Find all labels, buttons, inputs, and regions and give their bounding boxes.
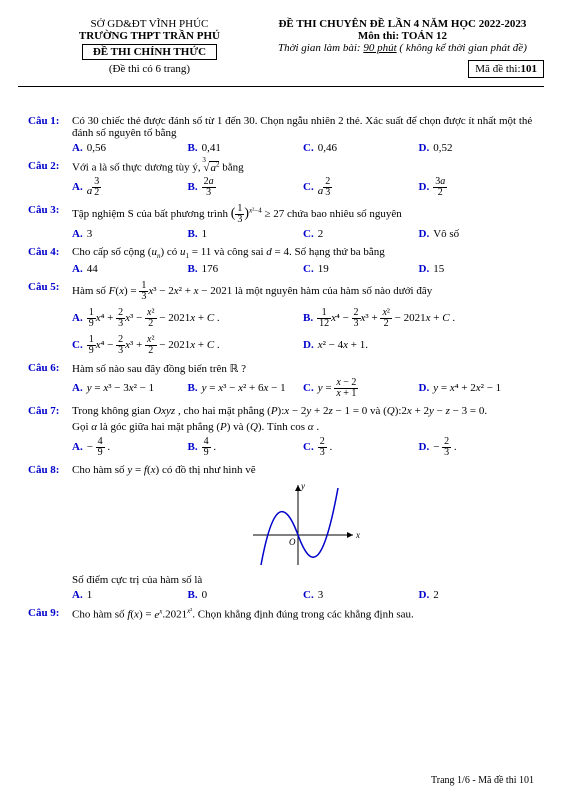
page-footer: Trang 1/6 - Mã đề thi 101 <box>431 775 534 786</box>
q4-label: Câu 4: <box>28 246 72 275</box>
pages-note: (Đề thi có 6 trang) <box>28 63 271 75</box>
q3-opt-c: 2 <box>318 228 324 240</box>
q5-label: Câu 5: <box>28 281 72 356</box>
q4-opt-d: 15 <box>433 263 444 275</box>
department: SỞ GD&ĐT VĨNH PHÚC <box>28 18 271 30</box>
q6-label: Câu 6: <box>28 362 72 399</box>
q5-opt-d: x² − 4x + 1. <box>318 339 368 351</box>
exam-title: ĐỀ THI CHUYÊN ĐỀ LẦN 4 NĂM HỌC 2022-2023 <box>271 18 534 30</box>
q8-opt-c: 3 <box>318 589 324 601</box>
q2-opt-c: a23 <box>318 177 333 198</box>
exam-code-box: Mã đề thi:101 <box>468 60 544 78</box>
q5-opt-b: 112x⁴ − 23x³ + x²2 − 2021x + C . <box>317 308 455 329</box>
svg-text:O: O <box>289 537 296 547</box>
svg-text:x: x <box>355 530 360 540</box>
q4-opt-b: 176 <box>202 263 219 275</box>
q3-label: Câu 3: <box>28 204 72 240</box>
q5-text: Hàm số F(x) = 13x³ − 2x² + x − 2021 là m… <box>72 281 534 302</box>
q2-text: Với a là số thực dương tùy ý, 3√a2 bằng <box>72 160 534 174</box>
q8-graph: x y O <box>243 480 363 570</box>
q7-text1: Trong không gian Oxyz , cho hai mặt phẳn… <box>72 405 534 417</box>
q3-opt-b: 1 <box>202 228 208 240</box>
q4-opt-c: 19 <box>318 263 329 275</box>
q8-text2: Số điểm cực trị của hàm số là <box>72 574 534 586</box>
question-9: Câu 9: Cho hàm số f(x) = ex.2021x². Chọn… <box>28 607 534 621</box>
question-7: Câu 7: Trong không gian Oxyz , cho hai m… <box>28 405 534 458</box>
q2-label: Câu 2: <box>28 160 72 198</box>
q8-opt-d: 2 <box>433 589 439 601</box>
subject: Môn thi: TOÁN 12 <box>271 30 534 42</box>
q9-label: Câu 9: <box>28 607 72 621</box>
q6-text: Hàm số nào sau đây đồng biến trên ℝ ? <box>72 362 534 375</box>
q8-opt-a: 1 <box>87 589 93 601</box>
q1-opt-c: 0,46 <box>318 142 337 154</box>
q9-text: Cho hàm số f(x) = ex.2021x². Chọn khẳng … <box>72 607 534 621</box>
q4-text: Cho cấp số cộng (un) có u1 = 11 và công … <box>72 246 534 260</box>
duration: Thời gian làm bài: 90 phút ( không kể th… <box>271 42 534 54</box>
document-header: SỞ GD&ĐT VĨNH PHÚC TRƯỜNG THPT TRẦN PHÚ … <box>28 18 534 78</box>
question-2: Câu 2: Với a là số thực dương tùy ý, 3√a… <box>28 160 534 198</box>
q8-text: Cho hàm số y = f(x) có đồ thị như hình v… <box>72 464 534 476</box>
q2-opt-d: 3a2 <box>433 177 447 198</box>
question-3: Câu 3: Tập nghiệm S của bất phương trình… <box>28 204 534 240</box>
question-4: Câu 4: Cho cấp số cộng (un) có u1 = 11 v… <box>28 246 534 275</box>
header-right: ĐỀ THI CHUYÊN ĐỀ LẦN 4 NĂM HỌC 2022-2023… <box>271 18 534 78</box>
q6-opt-a: y = x³ − 3x² − 1 <box>87 382 154 394</box>
q7-opt-d: − 23 . <box>433 437 456 458</box>
q8-opt-b: 0 <box>202 589 208 601</box>
q4-opt-a: 44 <box>87 263 98 275</box>
q5-opt-a: 19x⁴ + 23x³ − x²2 − 2021x + C . <box>87 308 220 329</box>
q7-label: Câu 7: <box>28 405 72 458</box>
question-8: Câu 8: Cho hàm số y = f(x) có đồ thị như… <box>28 464 534 601</box>
q2-opt-a: a32 <box>87 177 102 198</box>
svg-text:y: y <box>300 481 305 491</box>
q3-opt-a: 3 <box>87 228 93 240</box>
question-6: Câu 6: Hàm số nào sau đây đồng biến trên… <box>28 362 534 399</box>
q1-opt-b: 0,41 <box>202 142 221 154</box>
q7-opt-b: 49 . <box>202 437 217 458</box>
header-divider <box>18 86 544 87</box>
school-name: TRƯỜNG THPT TRẦN PHÚ <box>28 30 271 42</box>
question-5: Câu 5: Hàm số F(x) = 13x³ − 2x² + x − 20… <box>28 281 534 356</box>
q7-text2: Gọi α là góc giữa hai mặt phẳng (P) và (… <box>72 421 534 433</box>
question-1: Câu 1: Có 30 chiếc thẻ được đánh số từ 1… <box>28 115 534 154</box>
q6-opt-b: y = x³ − x² + 6x − 1 <box>202 382 286 394</box>
q6-opt-c: y = x − 2x + 1 <box>318 378 359 399</box>
q8-label: Câu 8: <box>28 464 72 601</box>
q3-text: Tập nghiệm S của bất phương trình (13)x²… <box>72 204 534 225</box>
q2-opt-b: 2a3 <box>202 177 216 198</box>
q1-text: Có 30 chiếc thẻ được đánh số từ 1 đến 30… <box>72 115 534 139</box>
q1-opt-a: 0,56 <box>87 142 106 154</box>
header-left: SỞ GD&ĐT VĨNH PHÚC TRƯỜNG THPT TRẦN PHÚ … <box>28 18 271 78</box>
q6-opt-d: y = x⁴ + 2x² − 1 <box>433 382 501 394</box>
q7-opt-c: 23 . <box>318 437 333 458</box>
exam-official-box: ĐỀ THI CHÍNH THỨC <box>82 44 217 60</box>
q1-label: Câu 1: <box>28 115 72 154</box>
q7-opt-a: − 49 . <box>87 437 110 458</box>
q5-opt-c: 19x⁴ − 23x³ + x²2 − 2021x + C . <box>87 335 220 356</box>
q1-opt-d: 0,52 <box>433 142 452 154</box>
q3-opt-d: Vô số <box>433 228 459 240</box>
